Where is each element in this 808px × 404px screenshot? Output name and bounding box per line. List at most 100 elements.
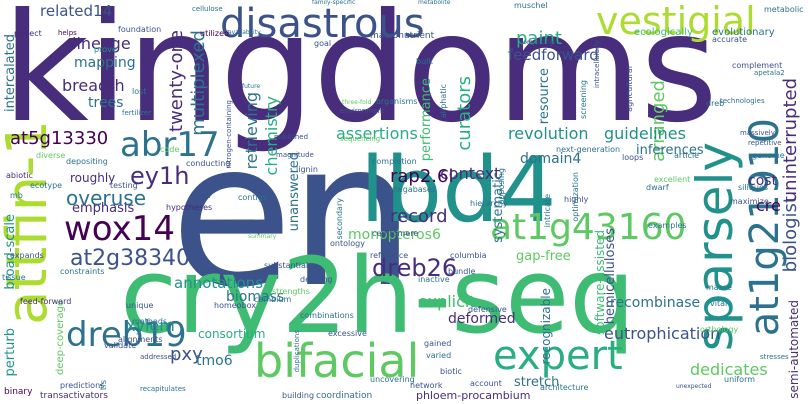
word-bulk: bulk — [416, 57, 434, 66]
word-lbd4: lbd4 — [360, 138, 557, 243]
word-constraints: constraints — [60, 267, 105, 276]
word-maximize: maximize — [730, 197, 769, 206]
word-account: account — [470, 379, 502, 388]
word-homeobox: homeobox — [214, 301, 257, 310]
word-twenty-one: twenty-one — [166, 30, 187, 132]
word-highly: highly — [564, 195, 589, 204]
word-vestigial: vestigial — [596, 0, 756, 43]
word-magnitude: magnitude — [276, 151, 314, 159]
word-alignments: alignments — [118, 335, 163, 344]
word-three-fold: three-fold — [342, 99, 372, 106]
word-roughly: roughly — [70, 171, 116, 185]
word-dreb26: dreb26 — [372, 254, 458, 282]
word-metabolic: metabolic — [764, 5, 804, 14]
word-duplications: duplications — [293, 330, 301, 373]
word-gained: gained — [424, 339, 452, 348]
word-inferences: inferences — [636, 143, 704, 158]
word-vital: vital — [710, 299, 728, 308]
word-ecologically: ecologically — [634, 27, 693, 38]
word-cry2h-seq: cry2h-seq — [120, 235, 636, 357]
word-varied: varied — [426, 351, 452, 360]
word-massively: massively — [740, 129, 775, 137]
word-uninterrupted: uninterrupted — [780, 78, 801, 203]
word-paint: paint — [516, 28, 562, 49]
word-unique: unique — [126, 301, 154, 310]
word-building: building — [282, 391, 315, 400]
word-assertions: assertions — [336, 124, 418, 143]
word-mb: mb — [10, 191, 23, 200]
word-software-assisted: software-assisted — [593, 230, 607, 336]
word-lignin: lignin — [296, 165, 318, 174]
word-bifacial: bifacial — [254, 334, 420, 388]
word-abiotic: abiotic — [6, 171, 33, 180]
word-completion: completion — [372, 157, 417, 166]
word-overuse: overuse — [66, 186, 146, 210]
word-testing: testing — [110, 181, 138, 190]
word-tfs: tfs — [99, 380, 108, 391]
word-trees: trees — [88, 95, 124, 111]
word-biomass: biomass — [226, 289, 285, 305]
word-recognizable: recognizable — [539, 288, 553, 365]
word-multiplexed: multiplexed — [188, 30, 209, 136]
word-annotations: annotations — [174, 274, 264, 292]
word-dreb19: dreb19 — [66, 315, 187, 355]
word-gap-free: gap-free — [516, 249, 571, 264]
word-monopteros6: monopteros6 — [348, 227, 441, 243]
word-expands: expands — [10, 251, 44, 260]
word-feedforward: feedforward — [508, 46, 599, 64]
word-stretch: stretch — [514, 375, 560, 390]
word-feed-forward: feed-forward — [20, 297, 72, 306]
word-pxy: pxy — [170, 344, 203, 365]
word-defensive: defensive — [468, 305, 507, 314]
word-next-generation: next-generation — [556, 145, 621, 154]
word-ey1h: ey1h — [130, 162, 190, 190]
word-ontology: ontology — [330, 239, 365, 248]
word-orthology: orthology — [700, 325, 739, 334]
word-cellulose: cellulose — [192, 5, 223, 13]
word-technologies: technologies — [720, 97, 765, 105]
word-comprising: comprising — [520, 39, 554, 46]
word-disastrous: disastrous — [220, 1, 425, 47]
word-masse: masse — [706, 283, 732, 292]
word-network: network — [410, 381, 443, 390]
word-inactive: inactive — [418, 275, 450, 284]
word-addressed: addressed — [140, 353, 177, 361]
word-performance: performance — [419, 78, 434, 162]
word-family-specific: family-specific — [312, 0, 356, 6]
word-guidelines: guidelines — [604, 124, 686, 143]
word-reference: reference — [370, 251, 409, 260]
word-revolution: revolution — [508, 124, 589, 143]
word-phloem-procambium: phloem-procambium — [416, 389, 531, 402]
word-kingdoms: kingdoms — [2, 0, 718, 156]
word-domain4: domain4 — [520, 151, 582, 167]
word-methods: methods — [132, 317, 168, 326]
word-recombinase: recombinase — [610, 295, 701, 311]
word-intercalated: intercalated — [3, 34, 18, 113]
word-coordination: coordination — [316, 391, 373, 401]
word-record: record — [390, 206, 448, 227]
word-shape: shape — [234, 221, 274, 236]
word-summary: summary — [248, 233, 277, 240]
word-eutrophication: eutrophication — [604, 324, 721, 343]
word-excessive: excessive — [328, 329, 367, 338]
word-uniform: uniform — [724, 375, 756, 384]
word-metabolite: metabolite — [418, 0, 451, 6]
word-substantial: substantial — [264, 261, 309, 270]
word-en: en — [170, 99, 416, 332]
word-published: published — [274, 133, 309, 141]
word-excellent: excellent — [654, 175, 691, 184]
word-curators: curators — [454, 76, 475, 151]
word-tissue: tissue — [2, 273, 26, 282]
word-accurate: accurate — [712, 35, 748, 44]
word-agricultural: agricultural — [625, 66, 634, 112]
word-rap2-6l: rap2.6l — [390, 166, 454, 187]
word-unexpected: unexpected — [676, 383, 712, 390]
word-dedicates: dedicates — [690, 360, 768, 379]
word-complement: complement — [732, 61, 783, 70]
word-availability: availability — [228, 29, 261, 36]
word-helps: helps — [58, 29, 77, 37]
word-aliphatic: aliphatic — [439, 84, 448, 119]
word-at5g13330: at5g13330 — [10, 128, 109, 149]
word-binary: binary — [4, 387, 33, 397]
